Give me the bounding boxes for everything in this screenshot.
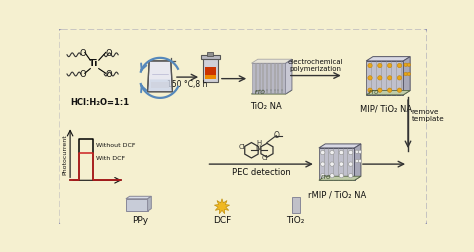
Polygon shape: [147, 197, 151, 211]
Polygon shape: [366, 57, 410, 62]
Bar: [278, 64, 281, 93]
Circle shape: [397, 89, 401, 93]
Circle shape: [397, 64, 401, 69]
Text: remove
template: remove template: [412, 109, 445, 122]
Bar: [292, 197, 300, 213]
Polygon shape: [214, 199, 229, 214]
Circle shape: [358, 160, 362, 163]
Text: FTO: FTO: [321, 174, 332, 179]
Circle shape: [387, 76, 392, 81]
Text: PEC detection: PEC detection: [232, 168, 291, 176]
Circle shape: [368, 76, 372, 81]
Text: H: H: [256, 140, 262, 145]
Polygon shape: [366, 91, 410, 96]
Circle shape: [339, 151, 344, 155]
Bar: [201, 55, 219, 60]
Polygon shape: [147, 62, 173, 92]
Text: O: O: [79, 70, 86, 78]
Polygon shape: [251, 60, 292, 64]
Circle shape: [368, 64, 372, 69]
Circle shape: [378, 76, 382, 81]
Circle shape: [387, 64, 392, 69]
Polygon shape: [285, 60, 292, 95]
Bar: [202, 59, 218, 83]
Circle shape: [339, 174, 344, 178]
Circle shape: [320, 151, 325, 155]
Bar: [151, 82, 169, 88]
Polygon shape: [403, 57, 410, 96]
Text: With DCF: With DCF: [96, 155, 125, 160]
Circle shape: [348, 162, 353, 167]
Bar: [267, 64, 270, 93]
Bar: [271, 64, 273, 93]
Circle shape: [355, 150, 358, 154]
Circle shape: [368, 89, 372, 93]
Text: MIP/ TiO₂ NA: MIP/ TiO₂ NA: [360, 105, 412, 114]
Text: Photocurrent: Photocurrent: [63, 134, 68, 175]
Polygon shape: [126, 197, 151, 199]
Circle shape: [339, 162, 344, 167]
Polygon shape: [319, 144, 361, 148]
Text: Cl: Cl: [239, 143, 246, 149]
Text: FTO: FTO: [368, 89, 379, 94]
Bar: [274, 64, 277, 93]
Circle shape: [320, 174, 325, 178]
Circle shape: [407, 73, 410, 76]
Text: Without DCF: Without DCF: [96, 142, 135, 147]
Polygon shape: [251, 91, 292, 95]
Bar: [256, 64, 258, 93]
Text: PPy: PPy: [132, 215, 148, 224]
Circle shape: [355, 160, 358, 163]
Bar: [205, 68, 216, 80]
Polygon shape: [148, 80, 172, 92]
Polygon shape: [126, 199, 147, 211]
Text: electrochemical
polymerization: electrochemical polymerization: [288, 59, 344, 72]
Text: TiO₂ NA: TiO₂ NA: [250, 102, 282, 110]
Circle shape: [378, 64, 382, 69]
FancyBboxPatch shape: [58, 29, 428, 225]
Bar: [282, 64, 285, 93]
Bar: [264, 64, 266, 93]
Circle shape: [397, 76, 401, 81]
Text: N: N: [256, 144, 261, 150]
Circle shape: [404, 64, 407, 67]
Circle shape: [330, 174, 334, 178]
Text: 150 °C,8 h: 150 °C,8 h: [167, 79, 208, 88]
Polygon shape: [319, 148, 355, 181]
Text: HCl:H₂O=1:1: HCl:H₂O=1:1: [70, 98, 129, 107]
Polygon shape: [319, 177, 361, 181]
Polygon shape: [355, 144, 361, 181]
Text: O: O: [273, 131, 279, 140]
Circle shape: [358, 150, 362, 154]
Circle shape: [348, 151, 353, 155]
Text: rMIP / TiO₂ NA: rMIP / TiO₂ NA: [309, 190, 366, 199]
Bar: [260, 64, 262, 93]
Text: O: O: [79, 49, 86, 58]
Bar: [252, 64, 255, 93]
Circle shape: [330, 162, 334, 167]
Bar: [205, 76, 216, 80]
Text: Ti: Ti: [89, 59, 98, 68]
Text: DCF: DCF: [213, 215, 231, 224]
Circle shape: [348, 174, 353, 178]
Text: FTO: FTO: [255, 89, 265, 94]
Text: Cl: Cl: [262, 155, 269, 161]
Circle shape: [407, 64, 410, 67]
Circle shape: [378, 89, 382, 93]
Text: TiO₂: TiO₂: [286, 215, 305, 224]
Text: O: O: [106, 70, 112, 78]
Circle shape: [387, 89, 392, 93]
Circle shape: [320, 162, 325, 167]
Circle shape: [404, 73, 407, 76]
Text: O: O: [106, 49, 112, 58]
Bar: [207, 52, 213, 56]
Circle shape: [330, 151, 334, 155]
Polygon shape: [366, 62, 403, 96]
